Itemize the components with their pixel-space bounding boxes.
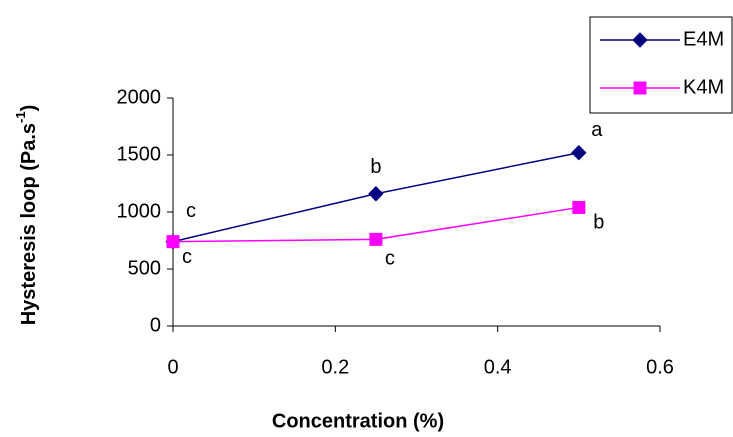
y-tick-label: 2000 xyxy=(117,86,162,108)
point-label: b xyxy=(370,156,381,178)
point xyxy=(167,236,179,248)
x-tick-label: 0.4 xyxy=(484,356,512,378)
point xyxy=(573,201,585,213)
y-axis-title-sup: -1 xyxy=(13,111,28,123)
x-axis-title: Concentration (%) xyxy=(272,410,444,432)
y-tick-label: 0 xyxy=(150,314,161,336)
x-tick-label: 0.2 xyxy=(321,356,349,378)
legend-label: E4M xyxy=(683,28,724,50)
point-label: c xyxy=(186,200,196,222)
point-label: a xyxy=(591,119,603,141)
legend-label: K4M xyxy=(683,76,724,98)
point-label: c xyxy=(182,246,192,268)
y-tick-label: 500 xyxy=(128,257,161,279)
page: Concentration (%) Hysteresis loop (Pa.s-… xyxy=(0,0,733,437)
y-axis-title-main: Hysteresis loop (Pa.s xyxy=(18,123,40,325)
point xyxy=(370,233,382,245)
legend-marker xyxy=(634,82,646,94)
y-tick-label: 1000 xyxy=(117,200,162,222)
chart: Concentration (%) Hysteresis loop (Pa.s-… xyxy=(0,0,733,437)
x-tick-label: 0 xyxy=(167,356,178,378)
point xyxy=(369,187,383,201)
point-label: c xyxy=(385,248,395,270)
point xyxy=(572,146,586,160)
point-label: b xyxy=(593,212,604,234)
y-axis-title: Hysteresis loop (Pa.s-1) xyxy=(13,105,40,326)
x-tick-label: 0.6 xyxy=(646,356,674,378)
y-axis-title-end: ) xyxy=(18,105,40,112)
y-tick-label: 1500 xyxy=(117,143,162,165)
